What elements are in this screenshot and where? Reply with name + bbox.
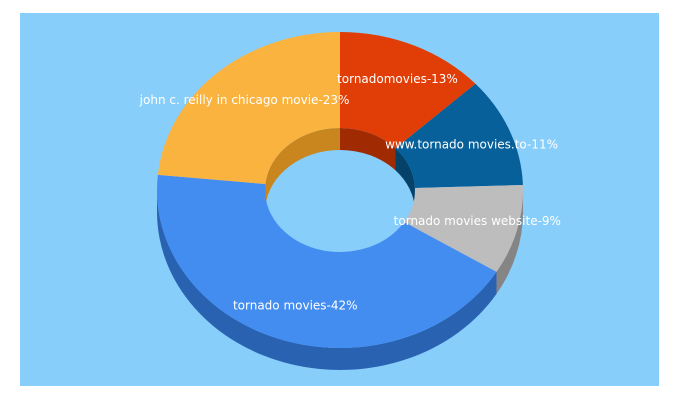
slice-inner-wall-0 xyxy=(340,128,396,171)
slice-0 xyxy=(340,32,476,149)
slice-3 xyxy=(157,174,497,348)
slice-labels: tornadomovies-13% www.tornado movies.to-1… xyxy=(139,72,561,312)
slice-label-3: tornado movies-42% xyxy=(233,298,358,312)
slice-sides xyxy=(157,190,523,371)
slice-inner-wall-1 xyxy=(395,148,415,211)
slice-label-0: tornadomovies-13% xyxy=(337,72,458,86)
slice-label-2: tornado movies website-9% xyxy=(394,214,561,228)
slice-side-2 xyxy=(496,190,523,294)
slice-label-4: john c. reilly in chicago movie-23% xyxy=(139,93,350,107)
slice-1 xyxy=(395,83,523,189)
slice-side-3 xyxy=(157,190,497,371)
slice-inner-wall-4 xyxy=(265,128,340,207)
slice-4 xyxy=(157,32,340,185)
slice-label-1: www.tornado movies.to-11% xyxy=(385,137,558,151)
slice-2 xyxy=(404,184,524,272)
slice-tops xyxy=(157,32,524,348)
